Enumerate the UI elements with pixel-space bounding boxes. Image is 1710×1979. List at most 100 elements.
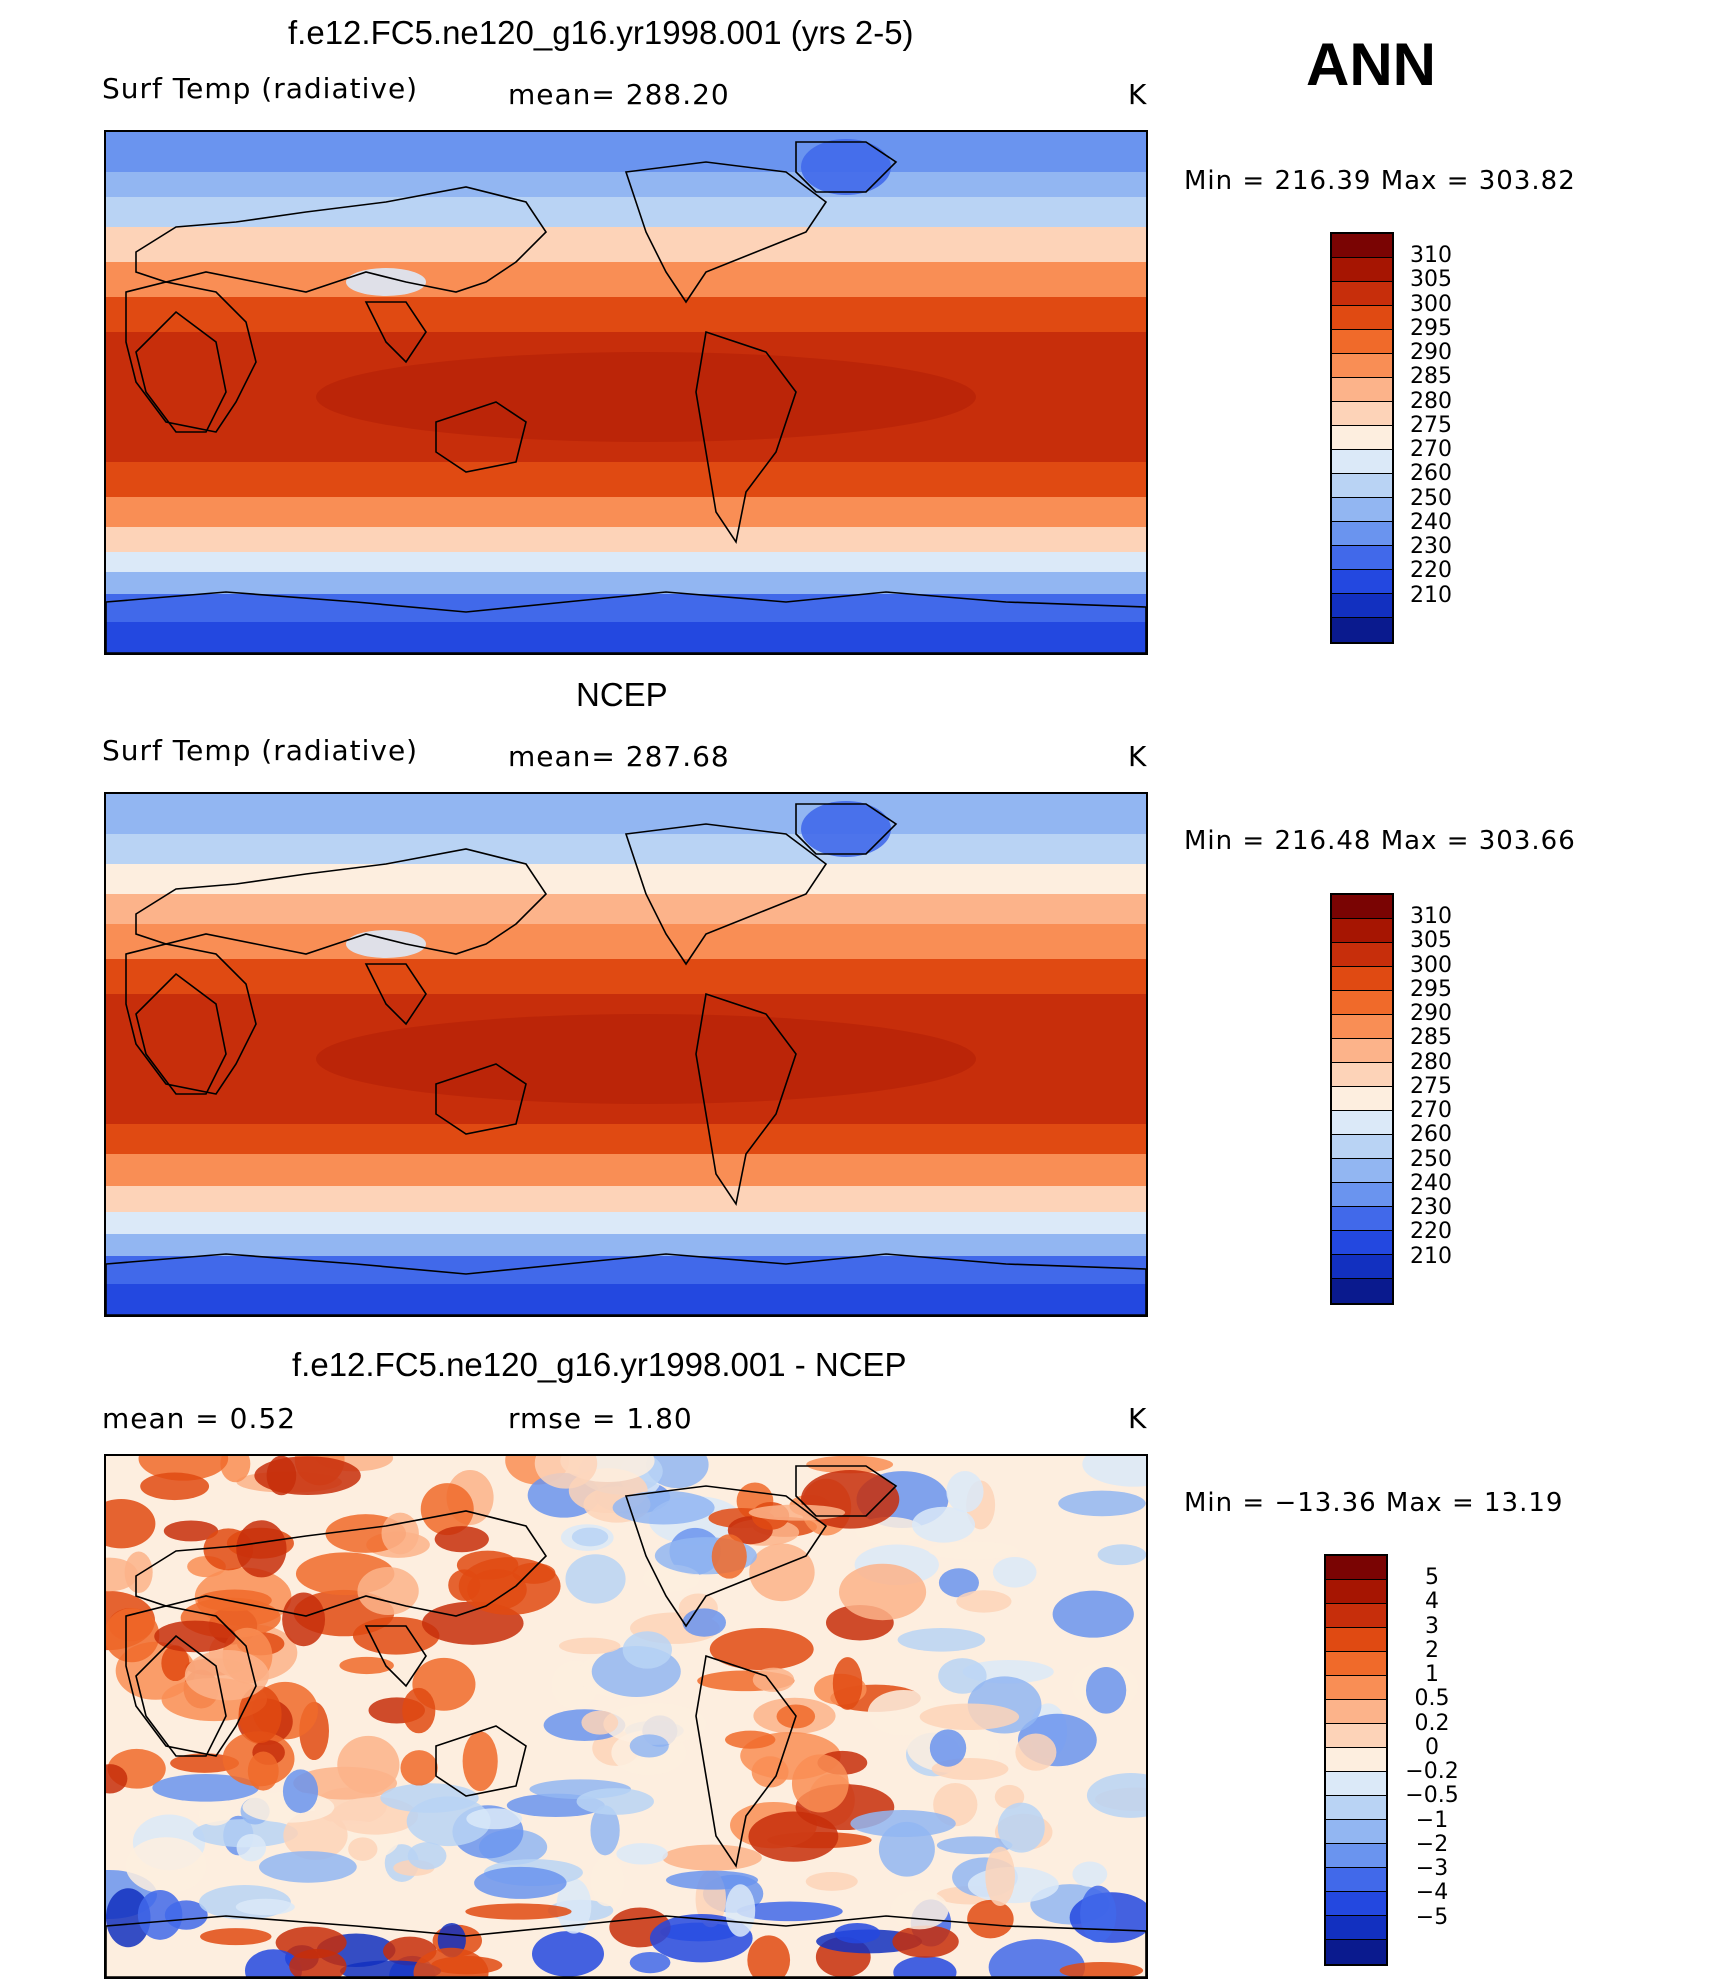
colorbar-tick-label: 210 xyxy=(1410,582,1452,608)
colorbar-tick-label: 280 xyxy=(1410,388,1452,414)
panel2-minmax: Min = 216.48 Max = 303.66 xyxy=(1184,826,1576,856)
colorbar-swatch xyxy=(1332,594,1392,618)
colorbar-swatch xyxy=(1326,1772,1386,1796)
colorbar-tick-label: 295 xyxy=(1410,315,1452,341)
colorbar-swatch xyxy=(1332,1135,1392,1159)
colorbar-swatch xyxy=(1332,498,1392,522)
colorbar-swatch xyxy=(1332,474,1392,498)
colorbar-swatch xyxy=(1332,895,1392,919)
season-label: ANN xyxy=(1306,31,1436,98)
colorbar-swatch xyxy=(1332,258,1392,282)
colorbar-swatch xyxy=(1326,1940,1386,1964)
colorbar-tick-label: 290 xyxy=(1410,340,1452,366)
colorbar-swatch xyxy=(1326,1724,1386,1748)
colorbar-tick-label: −0.2 xyxy=(1405,1759,1459,1785)
colorbar-swatch xyxy=(1332,1207,1392,1231)
colorbar-tick-label: 270 xyxy=(1410,1098,1452,1124)
colorbar-tick-label: 5 xyxy=(1425,1565,1439,1591)
panel2-map-field xyxy=(106,794,1146,1315)
panel3-title: f.e12.FC5.ne120_g16.yr1998.001 - NCEP xyxy=(292,1346,907,1383)
panel3-unit-label: K xyxy=(1128,1402,1148,1435)
panel2-variable-label: Surf Temp (radiative) xyxy=(102,734,419,767)
colorbar-tick-label: 250 xyxy=(1410,1146,1452,1172)
colorbar-swatch xyxy=(1332,570,1392,594)
colorbar-tick-label: −3 xyxy=(1415,1856,1449,1882)
colorbar-tick-label: −5 xyxy=(1415,1904,1449,1930)
colorbar-swatch xyxy=(1326,1796,1386,1820)
colorbar-swatch xyxy=(1332,354,1392,378)
colorbar-swatch xyxy=(1332,1183,1392,1207)
panel2-title: NCEP xyxy=(576,676,668,713)
colorbar-swatch xyxy=(1332,522,1392,546)
colorbar-swatch xyxy=(1326,1652,1386,1676)
colorbar-tick-label: 285 xyxy=(1410,1025,1452,1051)
panel3-minmax: Min = −13.36 Max = 13.19 xyxy=(1184,1488,1564,1518)
colorbar-swatch xyxy=(1332,330,1392,354)
colorbar-swatch xyxy=(1326,1628,1386,1652)
colorbar-tick-label: 0.5 xyxy=(1414,1686,1450,1712)
panel1-colorbar xyxy=(1330,232,1394,644)
panel1-variable-label: Surf Temp (radiative) xyxy=(102,72,419,105)
colorbar-tick-label: 300 xyxy=(1410,291,1452,317)
panel2-unit-label: K xyxy=(1128,740,1148,773)
colorbar-swatch xyxy=(1332,378,1392,402)
colorbar-swatch xyxy=(1326,1868,1386,1892)
colorbar-tick-label: 250 xyxy=(1410,485,1452,511)
colorbar-tick-label: 305 xyxy=(1410,928,1452,954)
colorbar-tick-label: 0 xyxy=(1425,1734,1439,1760)
panel1-minmax: Min = 216.39 Max = 303.82 xyxy=(1184,166,1576,196)
colorbar-swatch xyxy=(1332,1231,1392,1255)
colorbar-tick-label: 310 xyxy=(1410,243,1452,269)
colorbar-swatch xyxy=(1332,306,1392,330)
colorbar-swatch xyxy=(1326,1748,1386,1772)
colorbar-swatch xyxy=(1332,1015,1392,1039)
colorbar-tick-label: 275 xyxy=(1410,412,1452,438)
colorbar-swatch xyxy=(1326,1700,1386,1724)
colorbar-tick-label: 210 xyxy=(1410,1243,1452,1269)
colorbar-swatch xyxy=(1332,402,1392,426)
colorbar-swatch xyxy=(1326,1892,1386,1916)
colorbar-tick-label: 270 xyxy=(1410,437,1452,463)
colorbar-tick-label: 230 xyxy=(1410,1195,1452,1221)
colorbar-swatch xyxy=(1332,1063,1392,1087)
colorbar-swatch xyxy=(1332,546,1392,570)
colorbar-swatch xyxy=(1332,1255,1392,1279)
colorbar-tick-label: 310 xyxy=(1410,904,1452,930)
panel1-title: f.e12.FC5.ne120_g16.yr1998.001 (yrs 2-5) xyxy=(288,14,914,51)
colorbar-swatch xyxy=(1332,234,1392,258)
panel2-map xyxy=(104,792,1148,1317)
panel1-unit-label: K xyxy=(1128,78,1148,111)
panel2-colorbar xyxy=(1330,893,1394,1305)
colorbar-swatch xyxy=(1326,1916,1386,1940)
panel1-mean-label: mean= 288.20 xyxy=(508,78,730,111)
colorbar-swatch xyxy=(1326,1820,1386,1844)
colorbar-tick-label: 240 xyxy=(1410,509,1452,535)
colorbar-swatch xyxy=(1332,1111,1392,1135)
panel3-map-field xyxy=(106,1456,1146,1977)
colorbar-swatch xyxy=(1326,1676,1386,1700)
panel3-colorbar xyxy=(1324,1554,1388,1966)
colorbar-swatch xyxy=(1332,1159,1392,1183)
colorbar-swatch xyxy=(1326,1844,1386,1868)
colorbar-tick-label: 295 xyxy=(1410,976,1452,1002)
colorbar-tick-label: 230 xyxy=(1410,534,1452,560)
colorbar-tick-label: 305 xyxy=(1410,267,1452,293)
colorbar-tick-label: 1 xyxy=(1425,1662,1439,1688)
colorbar-tick-label: 260 xyxy=(1410,1122,1452,1148)
colorbar-tick-label: 290 xyxy=(1410,1001,1452,1027)
panel3-rmse-label: rmse = 1.80 xyxy=(508,1402,693,1435)
colorbar-tick-label: 300 xyxy=(1410,952,1452,978)
colorbar-swatch xyxy=(1326,1580,1386,1604)
colorbar-tick-label: −2 xyxy=(1415,1831,1449,1857)
colorbar-swatch xyxy=(1326,1604,1386,1628)
colorbar-tick-label: 260 xyxy=(1410,461,1452,487)
colorbar-swatch xyxy=(1332,991,1392,1015)
colorbar-swatch xyxy=(1332,1279,1392,1303)
colorbar-tick-label: 280 xyxy=(1410,1049,1452,1075)
panel1-map xyxy=(104,130,1148,655)
colorbar-tick-label: 220 xyxy=(1410,1219,1452,1245)
panel1-map-field xyxy=(106,132,1146,653)
colorbar-swatch xyxy=(1332,1087,1392,1111)
colorbar-swatch xyxy=(1332,426,1392,450)
colorbar-tick-label: 3 xyxy=(1425,1613,1439,1639)
